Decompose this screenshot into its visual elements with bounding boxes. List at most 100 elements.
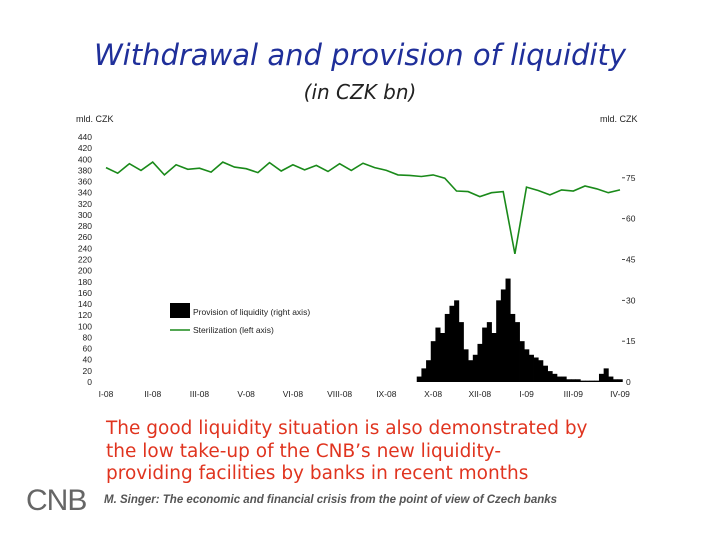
provision-bar	[538, 360, 544, 382]
provision-bar	[486, 322, 492, 382]
caption: The good liquidity situation is also dem…	[106, 418, 706, 486]
provision-bar	[612, 379, 619, 382]
provision-bar	[552, 373, 558, 382]
x-tick-label: IV-09	[610, 389, 630, 399]
provision-bar	[496, 300, 502, 382]
x-tick-label: X-08	[424, 389, 442, 399]
right-tick-label: 30	[626, 295, 636, 305]
x-tick-label: IX-08	[376, 389, 397, 399]
provision-bar	[617, 379, 623, 382]
provision-bars	[416, 278, 623, 382]
provision-bar	[491, 333, 497, 382]
left-tick-label: 380	[78, 165, 92, 175]
provision-bar	[430, 341, 436, 382]
left-tick-label: 60	[83, 344, 93, 354]
caption-line-2: the low take-up of the CNB’s new liquidi…	[106, 440, 502, 462]
provision-bar	[594, 380, 600, 382]
provision-bar	[524, 349, 530, 382]
right-axis-ticks: 0 15 30 45 60 75	[622, 173, 636, 387]
provision-bar	[589, 380, 595, 382]
liquidity-chart: mld. CZK mld. CZK 0204060801001201401601…	[76, 114, 638, 399]
left-tick-label: 320	[78, 199, 92, 209]
left-tick-label: 180	[78, 277, 92, 287]
caption-line-1: The good liquidity situation is also dem…	[106, 418, 588, 439]
provision-bar	[440, 333, 446, 382]
provision-bar	[444, 313, 450, 382]
provision-bar	[482, 327, 488, 382]
provision-bar	[472, 354, 478, 382]
right-axis-unit: mld. CZK	[600, 114, 638, 124]
left-tick-label: 260	[78, 232, 92, 242]
slide-title: Withdrawal and provision of liquidity	[93, 38, 627, 72]
caption-line-3: providing facilities by banks in recent …	[106, 463, 529, 484]
sterilization-line	[105, 161, 621, 255]
provision-bar	[580, 380, 586, 382]
x-tick-label: III-08	[190, 389, 210, 399]
left-tick-label: 160	[78, 288, 92, 298]
provision-bar	[500, 289, 506, 382]
left-tick-label: 240	[78, 243, 92, 253]
right-tick-label: 60	[626, 214, 636, 224]
provision-bar	[575, 379, 581, 382]
provision-bar	[454, 300, 460, 382]
provision-bar	[421, 368, 427, 382]
x-tick-label: III-09	[564, 389, 584, 399]
left-tick-label: 280	[78, 221, 92, 231]
left-tick-label: 20	[83, 366, 93, 376]
cnb-logo-text: CNB	[26, 484, 86, 517]
x-axis-ticks: I-08 II-08 III-08 V-08 VI-08 VIII-08 IX-08 X-08…	[99, 389, 631, 399]
x-tick-label: VIII-08	[327, 389, 352, 399]
footer: M. Singer: The economic and financial cr…	[104, 494, 558, 506]
provision-bar	[570, 379, 577, 382]
legend-sterilization-label: Sterilization (left axis)	[193, 325, 274, 335]
left-tick-label: 400	[78, 154, 92, 164]
legend: Provision of liquidity (right axis) Ster…	[170, 303, 310, 335]
left-tick-label: 360	[78, 177, 92, 187]
provision-bar	[449, 305, 455, 382]
left-axis-ticks: 0204060801001201401601802002202402602803…	[78, 132, 92, 387]
provision-bar	[556, 376, 562, 382]
provision-bar	[528, 354, 534, 382]
left-tick-label: 0	[87, 377, 92, 387]
left-tick-label: 420	[78, 143, 92, 153]
left-tick-label: 200	[78, 266, 92, 276]
left-tick-label: 140	[78, 299, 92, 309]
provision-bar	[566, 379, 572, 382]
provision-bar	[468, 360, 474, 382]
provision-bar	[584, 380, 591, 382]
provision-bar	[514, 322, 520, 382]
provision-bar	[608, 376, 614, 382]
slide-subtitle: (in CZK bn)	[303, 80, 417, 104]
provision-bar	[505, 278, 511, 382]
right-tick-label: 0	[626, 377, 631, 387]
legend-provision-label: Provision of liquidity (right axis)	[193, 307, 310, 317]
provision-bar	[416, 376, 422, 382]
left-tick-label: 220	[78, 255, 92, 265]
provision-bar	[598, 373, 605, 382]
x-tick-label: II-08	[144, 389, 161, 399]
provision-bar	[533, 357, 539, 382]
provision-bar	[426, 360, 432, 382]
legend-provision-swatch	[170, 303, 190, 318]
left-tick-label: 120	[78, 310, 92, 320]
left-tick-label: 340	[78, 188, 92, 198]
left-axis-unit: mld. CZK	[76, 114, 114, 124]
left-tick-label: 40	[83, 355, 93, 365]
provision-bar	[547, 371, 553, 382]
provision-bar	[519, 341, 525, 382]
provision-bar	[477, 343, 483, 382]
x-tick-label: V-08	[237, 389, 255, 399]
left-tick-label: 80	[83, 332, 93, 342]
x-tick-label: VI-08	[283, 389, 304, 399]
right-tick-label: 75	[626, 173, 636, 183]
x-tick-label: XII-08	[468, 389, 491, 399]
provision-bar	[603, 368, 609, 382]
provision-bar	[435, 327, 441, 382]
right-tick-label: 15	[626, 336, 636, 346]
right-tick-label: 45	[626, 255, 636, 265]
provision-bar	[463, 349, 469, 382]
cnb-logo: CNB	[26, 484, 87, 517]
x-tick-label: I-08	[99, 389, 114, 399]
left-tick-label: 300	[78, 210, 92, 220]
x-tick-label: I-09	[519, 389, 534, 399]
